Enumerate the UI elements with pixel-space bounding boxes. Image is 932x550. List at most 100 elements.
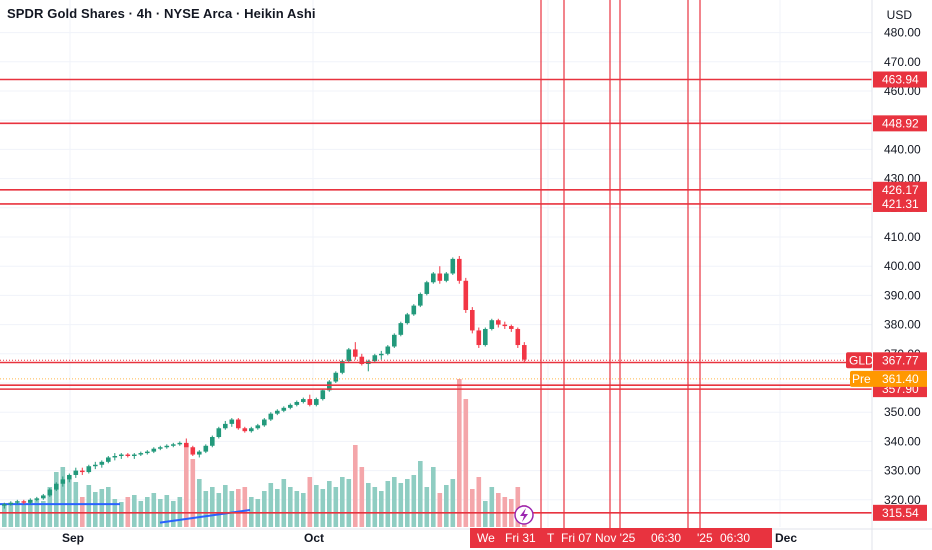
volume-bar (431, 467, 436, 527)
volume-bar (242, 487, 248, 527)
time-axis-highlight (470, 528, 772, 548)
volume-bar (203, 491, 209, 527)
volume-bar (450, 479, 456, 527)
candle-body (60, 479, 66, 484)
volume-bar (54, 472, 59, 527)
volume-bar (470, 489, 475, 527)
candle-body (405, 314, 410, 324)
candle-body (353, 349, 358, 357)
premarket-badge-label: 361.40 (882, 372, 919, 386)
candle-body (86, 466, 92, 473)
volume-bar (333, 487, 339, 527)
pre-tag-label: Pre (852, 372, 871, 386)
candle-body (41, 495, 46, 499)
candle-body (2, 504, 7, 506)
volume-bar (223, 485, 228, 527)
candle-body (424, 282, 430, 294)
volume-bar (379, 491, 384, 527)
candle-body (496, 320, 501, 325)
volume-bar (502, 497, 508, 527)
volume-bar (28, 502, 33, 527)
price-tick-label: 400.00 (884, 259, 921, 273)
volume-bar (288, 487, 293, 527)
candle-body (184, 442, 189, 448)
volume-bar (515, 487, 521, 527)
candle-body (281, 407, 287, 411)
volume-bar (47, 487, 53, 527)
candle-body (67, 474, 72, 480)
volume-bar (457, 379, 462, 527)
volume-bar (60, 467, 66, 527)
time-highlight-label: We (477, 531, 495, 545)
candle-body (463, 280, 469, 310)
level-badge (873, 504, 927, 521)
volume-bar (281, 479, 287, 527)
candle-body (489, 320, 495, 329)
time-axis-label: Dec (775, 531, 797, 545)
level-badge-label: 426.17 (882, 183, 919, 197)
candle-body (372, 355, 378, 362)
volume-bar (353, 445, 358, 527)
volume-bar (372, 487, 378, 527)
time-highlight-label: '25 (697, 531, 713, 545)
candle-body (171, 444, 176, 446)
symbol-tag (846, 352, 872, 369)
volume-bar (444, 485, 449, 527)
volume-bar (496, 493, 501, 527)
candle-body (294, 401, 300, 405)
volume-bar (489, 487, 495, 527)
candle-body (385, 346, 391, 354)
time-highlight-label: 06:30 (720, 531, 750, 545)
candle-body (73, 470, 79, 475)
volume-bar (405, 479, 410, 527)
candle-body (502, 324, 508, 327)
candle-body (197, 451, 202, 455)
candle-body (249, 428, 254, 432)
candle-body (112, 456, 118, 458)
candle-body (164, 445, 170, 448)
candle-body (262, 419, 267, 426)
volume-bar (346, 479, 352, 527)
volume-bar (398, 483, 404, 527)
candle-body (80, 470, 85, 473)
level-badge (873, 181, 927, 198)
time-axis-label: Oct (304, 531, 324, 545)
volume-bar (86, 485, 92, 527)
volume-bar (164, 495, 170, 527)
chart-title: SPDR Gold Shares · 4h · NYSE Arca · Heik… (7, 6, 316, 21)
volume-bar (340, 477, 345, 527)
volume-bar (151, 493, 157, 527)
volume-bar (210, 487, 215, 527)
price-tick-label: 460.00 (884, 84, 921, 98)
candle-body (437, 273, 443, 281)
volume-bar (411, 475, 417, 527)
candle-body (509, 326, 514, 329)
volume-bar (216, 493, 222, 527)
volume-bar (106, 487, 111, 527)
volume-bar (359, 467, 365, 527)
candle-body (288, 404, 293, 408)
volume-bar (275, 489, 280, 527)
time-highlight-label: Fri 31 (505, 531, 536, 545)
volume-bar (8, 504, 14, 527)
volume-bar (190, 459, 196, 527)
candle-body (190, 447, 196, 455)
candle-body (15, 501, 20, 503)
price-tick-label: 380.00 (884, 318, 921, 332)
level-badge-label: 315.54 (882, 506, 919, 520)
pre-tag (850, 370, 874, 387)
candle-body (457, 258, 462, 281)
currency-label[interactable]: USD (886, 8, 912, 22)
level-badge (873, 195, 927, 212)
candle-body (158, 447, 163, 449)
candle-body (21, 501, 27, 503)
candle-body (255, 425, 261, 429)
volume-bar (268, 483, 274, 527)
volume-bar (294, 491, 300, 527)
volume-bar (437, 493, 443, 527)
volume-bar (483, 501, 488, 527)
lightning-icon-glyph (520, 508, 528, 522)
last-price-badge-label: 367.77 (882, 353, 919, 367)
candle-body (151, 448, 157, 452)
